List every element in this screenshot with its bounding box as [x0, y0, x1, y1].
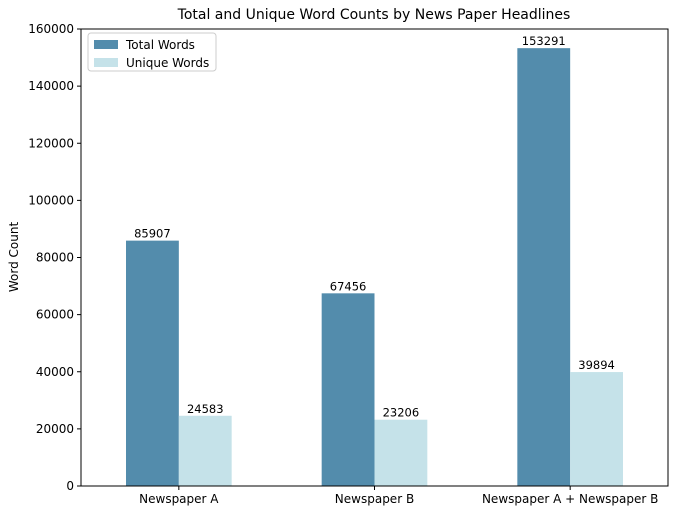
data-label: 23206: [383, 406, 420, 420]
legend-label: Total Words: [125, 38, 195, 52]
legend: Total Words Unique Words: [87, 32, 217, 72]
legend-swatch: [94, 40, 118, 49]
bar: [374, 419, 428, 486]
x-tick-label: Newspaper B: [335, 492, 414, 506]
y-tick-label: 80000: [36, 251, 74, 265]
y-tick-label: 100000: [28, 193, 74, 207]
legend-swatch: [94, 58, 118, 67]
data-label: 85907: [134, 227, 171, 241]
y-axis-label: Word Count: [7, 222, 21, 293]
plot-area: 85907 24583 Newspaper A 67456 23206 Newspaper…: [28, 22, 669, 506]
legend-label: Unique Words: [126, 56, 209, 70]
y-tick-label: 60000: [36, 308, 74, 322]
bar: [570, 372, 623, 486]
data-label: 153291: [522, 34, 566, 48]
y-tick-label: 160000: [28, 22, 74, 36]
legend-box: [87, 32, 217, 72]
bar: [517, 48, 571, 486]
data-label: 39894: [578, 358, 615, 372]
x-tick-label: Newspaper A: [139, 492, 219, 506]
data-label: 24583: [187, 402, 224, 416]
y-tick-label: 20000: [36, 422, 74, 436]
y-tick-label: 0: [66, 479, 74, 493]
x-tick-label: Newspaper A + Newspaper B: [482, 492, 658, 506]
axes-frame: [80, 28, 669, 487]
chart-title: Total and Unique Word Counts by News Pap…: [177, 7, 571, 23]
bar: [178, 415, 232, 486]
bar: [126, 240, 179, 486]
y-tick-label: 40000: [36, 365, 74, 379]
y-tick-label: 120000: [28, 136, 74, 150]
y-tick-label: 140000: [28, 79, 74, 93]
data-label: 67456: [330, 279, 367, 293]
bar: [321, 293, 375, 486]
